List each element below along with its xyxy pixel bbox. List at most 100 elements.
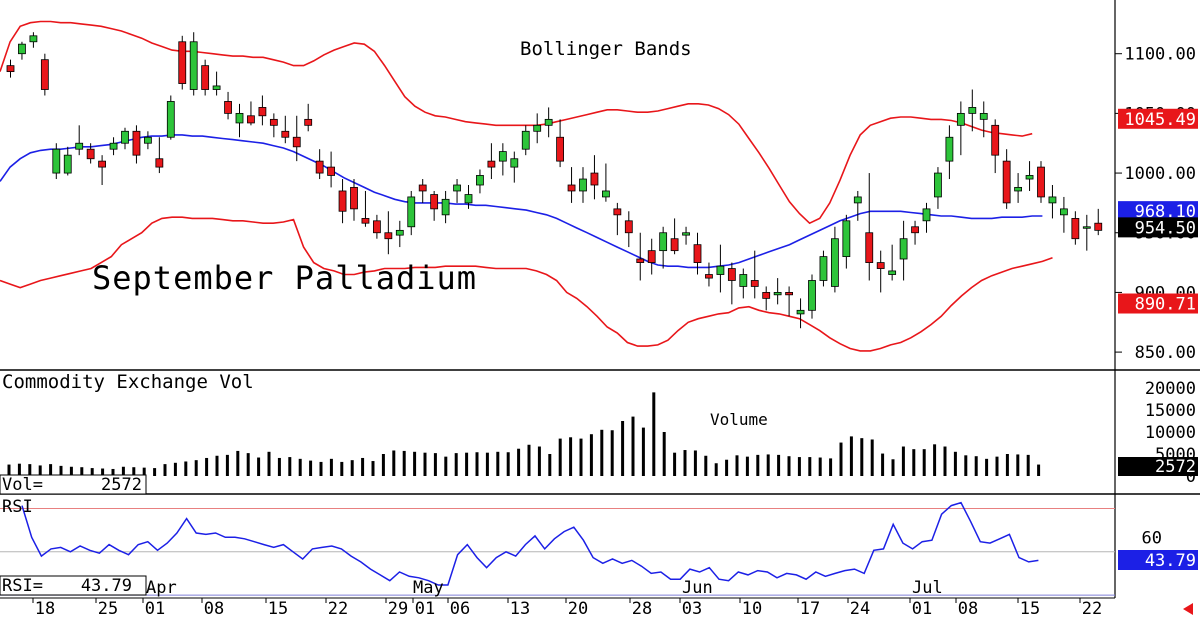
x-axis-ticks: 18 25 01 08 15 22 29 01 06 13 20 28 03 10 17 24 01 08 15 22… <box>32 578 1102 617</box>
candle-body <box>384 232 393 240</box>
price-badge-text: 890.71 <box>1135 295 1196 315</box>
candle <box>521 125 530 156</box>
candle-body <box>853 196 862 204</box>
candle-body <box>945 136 954 162</box>
candle-body <box>968 107 977 114</box>
candle-body <box>40 59 49 90</box>
candle-body <box>922 208 931 222</box>
candle-body <box>269 118 278 126</box>
candle <box>739 268 748 299</box>
candle-body <box>796 309 805 315</box>
date-tick-label: 01 <box>145 599 165 617</box>
candle <box>1048 185 1057 219</box>
candle <box>109 137 118 156</box>
candle <box>808 274 816 319</box>
month-label: Apr <box>146 578 177 598</box>
candle-body <box>143 136 152 144</box>
volume-tick-label: 10000 <box>1145 423 1196 443</box>
candle <box>1071 211 1080 245</box>
candle <box>796 298 805 329</box>
candle <box>1014 173 1022 203</box>
candle-body <box>1048 196 1057 204</box>
candle-body <box>75 142 84 150</box>
rsi-readout-value: 43.79 <box>81 576 132 596</box>
candle-body <box>1025 175 1034 180</box>
price-badge-text: 1045.49 <box>1124 110 1196 130</box>
date-tick-label: 03 <box>682 599 702 617</box>
candle-body <box>956 112 965 126</box>
candle-body <box>166 101 175 138</box>
candle <box>235 103 244 138</box>
candle <box>418 179 427 203</box>
candle-body <box>865 232 874 263</box>
rsi-tick-label: 60 <box>1142 528 1162 548</box>
candle-body <box>647 250 656 263</box>
candle-body <box>281 130 290 138</box>
candle <box>269 113 278 138</box>
candle-body <box>418 184 427 192</box>
candle <box>842 214 851 269</box>
candle <box>544 107 553 138</box>
candle <box>716 244 725 293</box>
candle <box>865 173 874 281</box>
month-label: Jul <box>912 578 943 598</box>
candle-body <box>407 196 416 228</box>
candle-body <box>476 175 484 186</box>
candle <box>693 232 702 275</box>
candle-body <box>785 292 793 296</box>
candle <box>785 286 793 317</box>
candle-body <box>121 130 129 144</box>
candle <box>1002 149 1011 209</box>
volume-bars <box>7 392 1041 476</box>
volume-readout-value: 2572 <box>101 475 142 495</box>
candle <box>979 101 988 138</box>
volume-last-badge <box>1118 457 1198 476</box>
candle-body <box>201 65 210 90</box>
candle-body <box>29 35 38 43</box>
candle <box>1037 161 1045 203</box>
candle <box>659 226 668 269</box>
candle-body <box>808 280 816 311</box>
volume-tick-label: 20000 <box>1145 379 1196 399</box>
candle <box>201 59 210 96</box>
candle-body <box>63 154 72 174</box>
candle <box>121 127 129 150</box>
candle-body <box>636 258 645 263</box>
candle <box>304 103 313 132</box>
candle <box>1060 196 1068 233</box>
candle-body <box>258 107 267 117</box>
scroll-right-arrow-icon[interactable] <box>1183 603 1193 615</box>
candle-body <box>304 118 313 126</box>
candle <box>934 167 942 209</box>
candle <box>178 35 187 90</box>
candle-body <box>579 178 587 192</box>
candle-body <box>659 232 668 252</box>
rsi-plot <box>0 501 1115 596</box>
candle <box>670 218 679 255</box>
candle <box>624 211 633 248</box>
candle <box>636 232 645 281</box>
date-tick-label: 20 <box>568 599 588 617</box>
candle <box>40 53 49 96</box>
candle-body <box>590 172 599 186</box>
candle <box>98 155 106 185</box>
candle <box>350 179 358 221</box>
candle <box>372 214 381 239</box>
candle-body <box>1014 186 1022 192</box>
candle-body <box>624 220 633 234</box>
candle-body <box>842 220 851 258</box>
candle <box>1094 208 1103 236</box>
month-label: Jun <box>682 578 713 598</box>
candle-body <box>18 43 26 55</box>
chart-title: September Palladium <box>92 259 477 297</box>
candle-body <box>888 270 897 275</box>
candle <box>682 226 690 245</box>
candle <box>29 32 38 48</box>
candle <box>384 211 393 255</box>
date-tick-label: 22 <box>328 599 348 617</box>
date-tick-label: 22 <box>1082 599 1102 617</box>
candle <box>647 238 656 275</box>
candle-body <box>739 274 748 287</box>
candle <box>831 226 839 293</box>
candle-body <box>453 184 461 192</box>
